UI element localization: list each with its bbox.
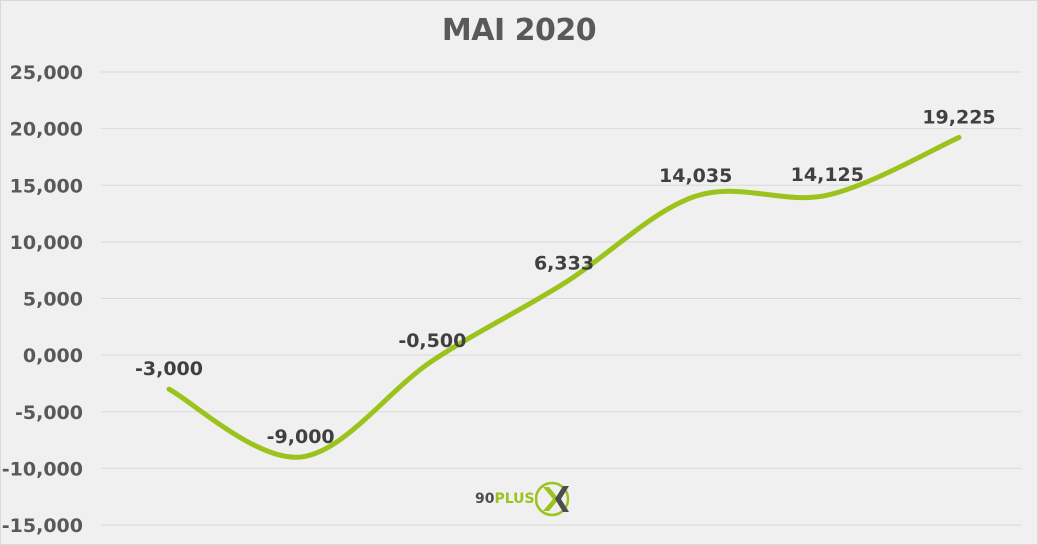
y-tick-label: 10,000 [10, 232, 83, 254]
logo-text-number: 90 [475, 491, 495, 507]
series-line [166, 134, 962, 460]
gridlines [101, 71, 1021, 526]
y-tick-label: -15,000 [2, 515, 83, 537]
y-tick-label: -5,000 [15, 402, 83, 424]
y-tick-label: 15,000 [10, 175, 83, 197]
data-label: -9,000 [267, 426, 335, 448]
brand-logo: 90 PLUS [475, 479, 575, 519]
data-label: 14,125 [791, 164, 864, 186]
y-tick-label: 5,000 [23, 289, 83, 311]
series [166, 134, 962, 460]
chart-title: MAI 2020 [441, 13, 597, 48]
data-label: -3,000 [135, 358, 203, 380]
logo-text-word: PLUS [494, 491, 535, 507]
data-label: 6,333 [534, 252, 594, 274]
y-tick-label: 0,000 [23, 345, 83, 367]
data-label: -0,500 [398, 330, 466, 352]
y-tick-label: 20,000 [10, 119, 83, 141]
y-tick-label: 25,000 [10, 62, 83, 84]
x-chevron-icon [534, 481, 569, 517]
data-label: 14,035 [659, 165, 732, 187]
y-tick-label: -10,000 [2, 458, 83, 480]
data-labels: -3,000 -9,000 -0,500 6,333 14,035 14,125 19,22… [135, 106, 996, 448]
data-label: 19,225 [922, 106, 995, 128]
y-axis-ticks: 25,000 20,000 15,000 10,000 5,000 0,000 -5,000… [2, 62, 83, 537]
